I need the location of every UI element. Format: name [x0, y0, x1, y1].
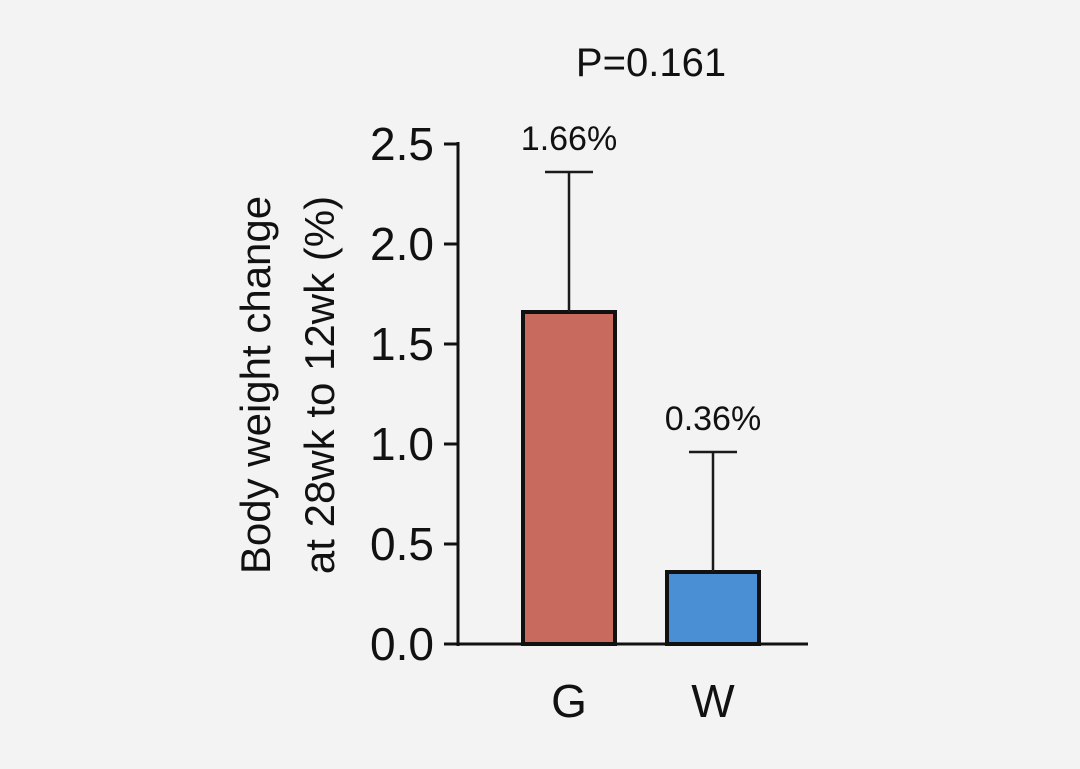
bar-w: [665, 570, 761, 646]
x-tick-label-w: W: [691, 675, 735, 727]
p-value-annotation: P=0.161: [576, 41, 726, 85]
error-bars: [545, 170, 737, 572]
data-labels: 1.66% 0.36%: [521, 120, 761, 438]
y-tick-label: 0.5: [370, 518, 434, 570]
y-tick-label: 2.0: [370, 218, 434, 270]
y-tick-label: 2.5: [370, 118, 434, 170]
y-axis-label: Body weight change at 28wk to 12wk (%): [232, 196, 343, 574]
data-label-w: 0.36%: [665, 400, 761, 438]
y-axis-label-line-2: at 28wk to 12wk (%): [296, 196, 343, 574]
y-tick-label: 0.0: [370, 618, 434, 670]
bar-g: [521, 310, 617, 646]
y-tick-label: 1.5: [370, 318, 434, 370]
data-label-g: 1.66%: [521, 120, 617, 158]
y-tick-label: 1.0: [370, 418, 434, 470]
y-ticks: 0.0 0.5 1.0 1.5 2.0 2.5: [370, 118, 458, 670]
x-tick-label-g: G: [551, 675, 587, 727]
bars: [521, 310, 761, 646]
axes: [456, 142, 808, 646]
y-axis-label-line-1: Body weight change: [232, 196, 279, 574]
